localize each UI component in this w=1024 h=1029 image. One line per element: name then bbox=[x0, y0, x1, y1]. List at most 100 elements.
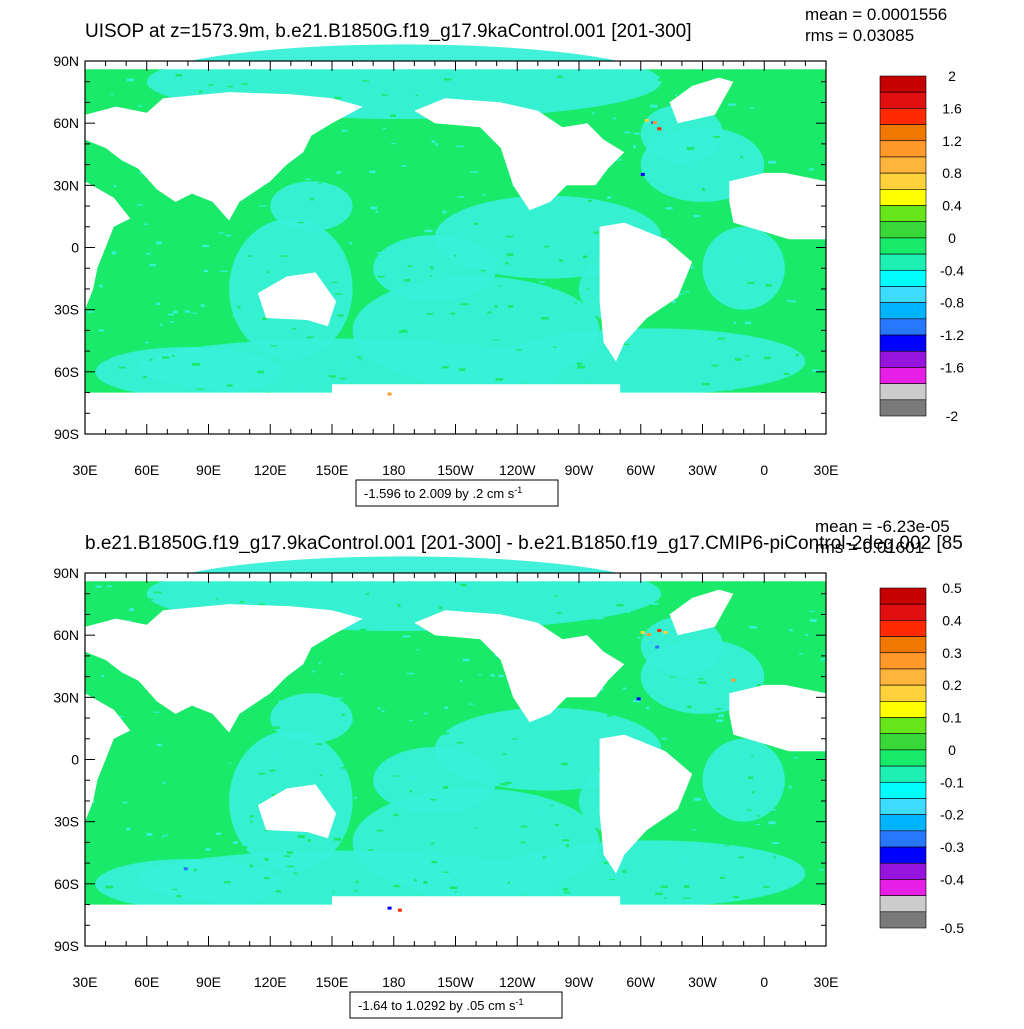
field-speck bbox=[542, 856, 546, 859]
field-speck bbox=[446, 327, 452, 330]
field-speck bbox=[172, 310, 178, 314]
field-speck bbox=[762, 363, 766, 366]
field-speck bbox=[805, 634, 809, 636]
field-speck bbox=[430, 275, 433, 277]
field-speck bbox=[616, 159, 623, 161]
field-speck bbox=[376, 829, 384, 832]
y-tick-label: 60N bbox=[53, 627, 79, 643]
field-speck bbox=[652, 211, 656, 214]
field-speck bbox=[773, 318, 778, 320]
field-speck bbox=[409, 345, 412, 347]
field-speck bbox=[751, 804, 758, 807]
field-speck bbox=[97, 599, 104, 602]
field-speck bbox=[111, 251, 117, 255]
field-speck bbox=[369, 170, 376, 174]
field-speck bbox=[538, 358, 542, 360]
field-speck bbox=[413, 339, 417, 342]
field-speck bbox=[286, 343, 290, 347]
field-speck bbox=[749, 83, 752, 87]
field-speck bbox=[782, 829, 789, 831]
field-speck bbox=[650, 104, 658, 108]
field-speck bbox=[744, 355, 751, 357]
field-speck bbox=[504, 781, 512, 784]
field-speck bbox=[456, 145, 465, 147]
colorbar-swatch bbox=[879, 269, 927, 287]
colorbar-label: -0.5 bbox=[940, 920, 964, 936]
field-speck bbox=[764, 680, 769, 682]
field-speck bbox=[809, 168, 814, 171]
field-speck bbox=[558, 259, 564, 262]
y-tick-label: 60S bbox=[54, 364, 79, 380]
field-speck bbox=[676, 365, 681, 369]
field-speck bbox=[649, 846, 655, 850]
colorbar-swatch bbox=[879, 814, 927, 832]
field-speck bbox=[644, 849, 648, 851]
colorbar-swatch bbox=[879, 172, 927, 190]
field-speck bbox=[137, 807, 144, 811]
x-tick-label: 60W bbox=[626, 974, 656, 990]
field-speck bbox=[682, 897, 691, 899]
field-speck bbox=[633, 145, 636, 149]
y-tick-label: 90N bbox=[53, 53, 79, 69]
field-speck bbox=[751, 599, 757, 603]
field-speck bbox=[585, 288, 590, 290]
field-speck bbox=[449, 203, 453, 207]
field-speck bbox=[609, 105, 614, 108]
field-speck bbox=[517, 373, 526, 376]
field-speck bbox=[592, 111, 595, 115]
field-speck bbox=[603, 861, 608, 864]
field-speck bbox=[191, 729, 196, 733]
land-mask bbox=[332, 384, 621, 397]
field-speck bbox=[410, 775, 419, 779]
field-speck bbox=[738, 856, 744, 859]
colorbar-swatch bbox=[879, 862, 927, 880]
field-speck bbox=[257, 370, 264, 374]
field-speck bbox=[213, 340, 217, 342]
field-speck bbox=[453, 254, 457, 257]
colorbar-swatch bbox=[879, 911, 927, 929]
field-speck bbox=[143, 697, 148, 701]
field-speck bbox=[505, 262, 509, 265]
field-speck bbox=[819, 869, 824, 871]
field-speck bbox=[391, 721, 396, 725]
field-speck bbox=[593, 349, 598, 352]
field-patch bbox=[270, 693, 353, 743]
field-speck bbox=[132, 177, 137, 181]
range-box: -1.64 to 1.0292 by .05 cm s-1 bbox=[349, 991, 563, 1019]
field-speck bbox=[400, 329, 408, 333]
field-speck bbox=[138, 104, 142, 108]
field-speck bbox=[435, 143, 438, 146]
x-tick-label: 30E bbox=[73, 462, 98, 478]
field-speck bbox=[810, 613, 816, 616]
field-speck bbox=[192, 362, 200, 366]
field-speck bbox=[751, 267, 756, 270]
field-speck bbox=[682, 856, 691, 860]
field-speck bbox=[748, 859, 755, 862]
field-speck bbox=[307, 839, 311, 842]
colorbar-swatch bbox=[879, 652, 927, 670]
field-speck bbox=[159, 323, 163, 326]
field-speck bbox=[698, 681, 707, 684]
field-speck bbox=[507, 881, 510, 884]
chart-top: UISOP at z=1573.9m, b.e21.B1850G.f19_g17… bbox=[53, 5, 964, 507]
field-speck bbox=[226, 598, 231, 602]
field-speck bbox=[453, 245, 457, 248]
axes: 30E 60E 90E 120E 150E 180 150W 120W 90W 60W 30W 0 30… bbox=[53, 53, 838, 478]
field-speck bbox=[764, 356, 771, 360]
field-speck bbox=[191, 312, 198, 314]
colorbar-swatch bbox=[879, 717, 927, 735]
field-speck bbox=[143, 207, 149, 211]
field-speck bbox=[498, 285, 502, 287]
field-speck bbox=[756, 683, 761, 687]
field-speck bbox=[196, 388, 205, 390]
field-speck bbox=[140, 272, 146, 274]
field-speck bbox=[205, 848, 211, 852]
field-speck bbox=[121, 749, 129, 753]
field-speck bbox=[297, 712, 303, 715]
land-mask bbox=[85, 392, 826, 434]
field-speck bbox=[398, 676, 403, 679]
field-speck bbox=[206, 290, 214, 293]
field-speck bbox=[717, 337, 726, 340]
field-speck bbox=[577, 365, 585, 369]
field-speck bbox=[403, 871, 408, 873]
